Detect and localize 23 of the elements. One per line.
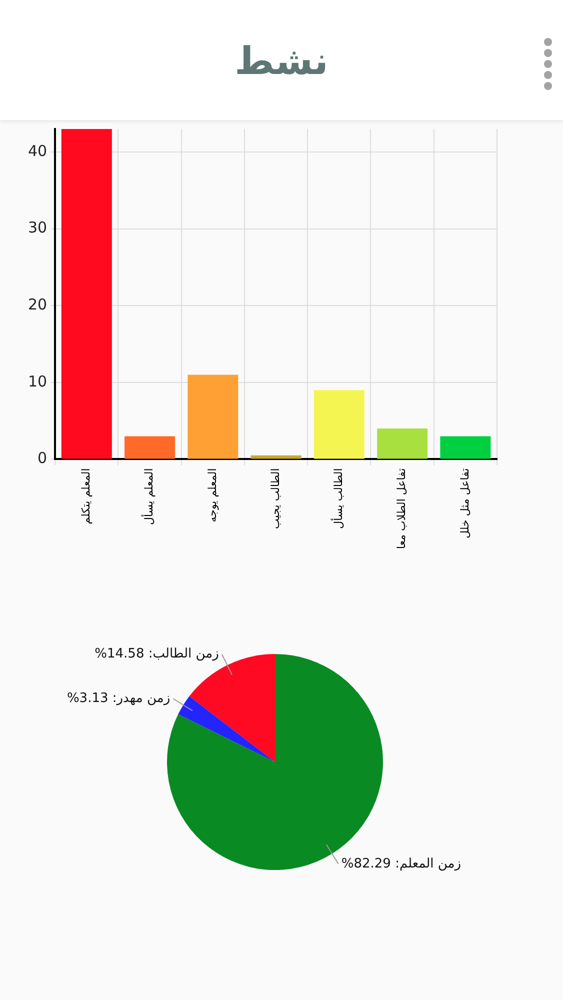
x-tick-label: المعلم يوجه: [206, 468, 219, 522]
slice-label: زمن المعلم: 82.29%: [341, 856, 462, 872]
bar: [124, 436, 176, 459]
x-tick-label: تفاعل مثل خلل: [458, 468, 472, 538]
y-tick-label: 0: [38, 449, 48, 468]
bar: [61, 129, 112, 459]
x-tick-label: المعلم يتكلم: [80, 468, 93, 524]
y-tick-label: 10: [28, 372, 48, 390]
y-tick-label: 40: [28, 142, 48, 160]
bar: [377, 428, 428, 459]
bar: [440, 436, 491, 459]
bar: [314, 390, 364, 459]
x-tick-label: تفاعل الطلاب معا: [395, 468, 408, 549]
x-tick-label: المعلم يسأل: [140, 468, 156, 525]
slice-label: زمن الطالب: 14.58%: [94, 646, 219, 662]
bar: [188, 374, 238, 459]
chart-title: نشط: [234, 38, 328, 84]
x-tick-label: الطالب يسأل: [330, 468, 346, 529]
x-tick-label: الطالب يجيب: [268, 468, 282, 529]
y-tick-label: 20: [28, 296, 48, 314]
bar: [250, 455, 302, 459]
y-tick-label: 30: [28, 218, 48, 237]
slice-label: زمن مهدر: 3.13%: [66, 691, 170, 706]
